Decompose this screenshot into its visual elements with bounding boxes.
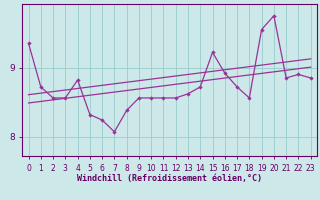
- X-axis label: Windchill (Refroidissement éolien,°C): Windchill (Refroidissement éolien,°C): [77, 174, 262, 183]
